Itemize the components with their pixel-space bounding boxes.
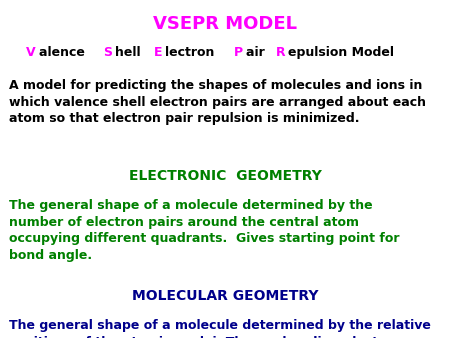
Text: alence: alence (39, 46, 89, 58)
Text: lectron: lectron (165, 46, 219, 58)
Text: air: air (246, 46, 269, 58)
Text: MOLECULAR GEOMETRY: MOLECULAR GEOMETRY (132, 289, 318, 303)
Text: E: E (154, 46, 162, 58)
Text: epulsion Model: epulsion Model (288, 46, 394, 58)
Text: hell: hell (115, 46, 145, 58)
Text: VSEPR MODEL: VSEPR MODEL (153, 15, 297, 33)
Text: V: V (26, 46, 36, 58)
Text: The general shape of a molecule determined by the relative
positions of the atom: The general shape of a molecule determin… (9, 319, 431, 338)
Text: A model for predicting the shapes of molecules and ions in
which valence shell e: A model for predicting the shapes of mol… (9, 79, 426, 125)
Text: ELECTRONIC  GEOMETRY: ELECTRONIC GEOMETRY (129, 169, 321, 183)
Text: The general shape of a molecule determined by the
number of electron pairs aroun: The general shape of a molecule determin… (9, 199, 400, 262)
Text: R: R (276, 46, 285, 58)
Text: P: P (234, 46, 243, 58)
Text: S: S (104, 46, 112, 58)
